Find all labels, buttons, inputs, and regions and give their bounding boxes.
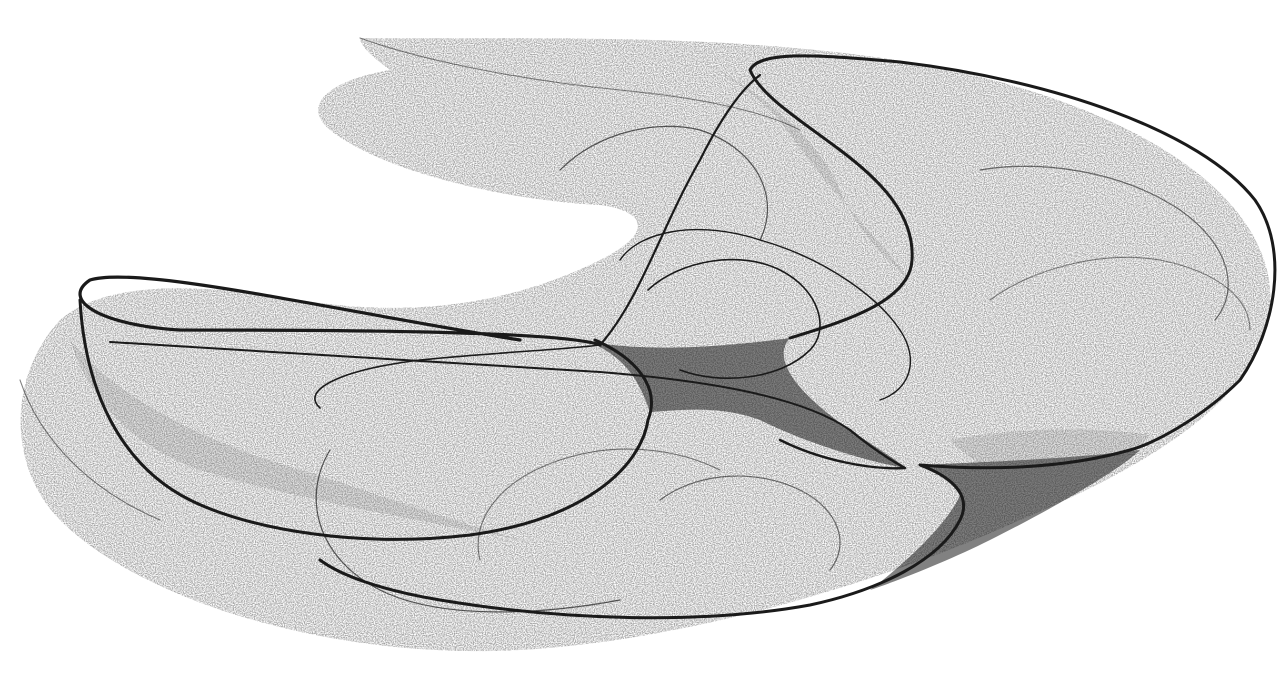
faint-overlap-regions bbox=[70, 60, 1150, 540]
attractor-filaments bbox=[19, 37, 1277, 620]
dense-sheet-regions bbox=[590, 338, 1140, 590]
point-cloud-region bbox=[20, 38, 1271, 652]
